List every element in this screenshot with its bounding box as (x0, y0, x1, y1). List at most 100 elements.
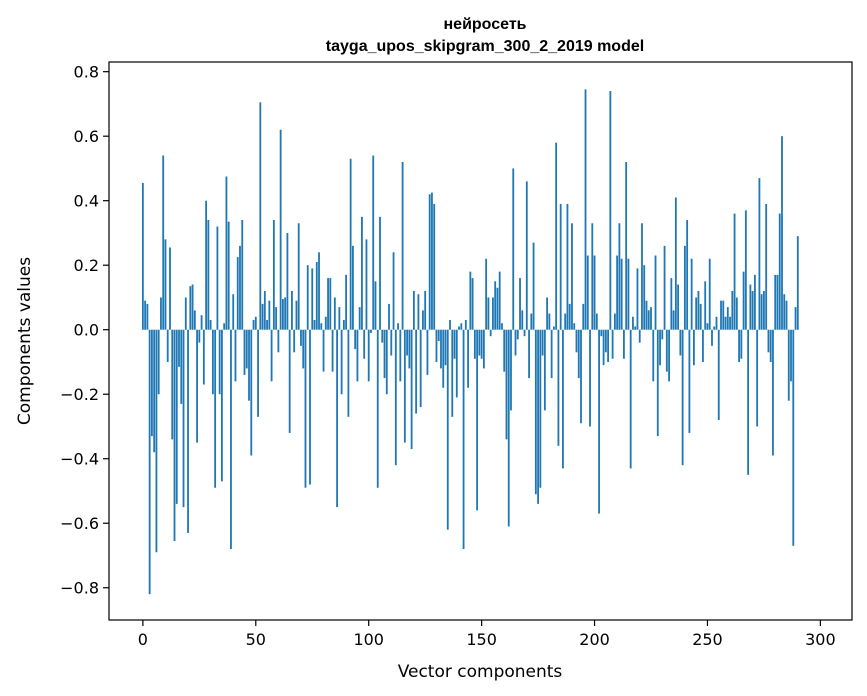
bar (381, 329, 384, 343)
bar (778, 213, 781, 330)
bar (616, 255, 619, 330)
bar (629, 329, 632, 469)
bar (263, 291, 266, 330)
bar (286, 232, 289, 330)
bar (634, 326, 637, 330)
bar (494, 281, 497, 330)
bar (419, 329, 422, 408)
bar (248, 329, 250, 401)
bar (668, 329, 670, 382)
bar (236, 257, 239, 330)
bar (311, 268, 314, 330)
bar (652, 329, 655, 382)
bar (715, 316, 718, 330)
bar (482, 329, 485, 369)
bar (679, 329, 682, 356)
bar (767, 329, 770, 353)
bar (275, 307, 278, 330)
bar (625, 161, 628, 330)
bar (473, 329, 476, 359)
bar (607, 329, 609, 362)
bar (331, 329, 334, 372)
bar (654, 255, 657, 330)
bar (390, 329, 393, 356)
bar (471, 278, 474, 330)
y-tick-label: −0.8 (60, 579, 99, 598)
bar (792, 329, 795, 546)
bar (291, 291, 293, 330)
bar (342, 320, 345, 330)
bar (611, 329, 614, 359)
bar (175, 329, 178, 504)
bar (171, 329, 174, 440)
bar (729, 316, 731, 330)
bar (478, 329, 481, 356)
bar (566, 203, 569, 330)
bar-series (141, 89, 799, 595)
bar (358, 307, 361, 330)
bar (166, 329, 169, 362)
bar (367, 329, 370, 382)
bar (160, 297, 162, 330)
x-axis-label: Vector components (398, 662, 563, 682)
bar (552, 326, 555, 330)
bar (453, 329, 456, 359)
bar (444, 329, 447, 366)
bar (403, 329, 406, 443)
bar (702, 329, 704, 362)
x-tick-label: 200 (579, 630, 610, 649)
y-axis: −0.8 −0.6 −0.4 −0.2 0.0 0.2 0.4 0.6 0.8 (60, 63, 109, 598)
bar (704, 281, 707, 330)
bar (322, 329, 325, 372)
bar (169, 247, 171, 330)
bar (519, 278, 521, 330)
bar (272, 220, 275, 330)
bar (433, 203, 436, 330)
bar (241, 220, 244, 330)
bar (239, 245, 241, 330)
bar (521, 310, 524, 330)
bar (428, 194, 431, 330)
bar (582, 303, 585, 330)
bar (688, 329, 691, 433)
bar (706, 323, 709, 330)
bar (232, 294, 235, 330)
bar (749, 284, 752, 330)
bar (268, 300, 271, 330)
bar (245, 329, 248, 369)
bar (410, 329, 413, 450)
bar (586, 255, 589, 330)
bar (288, 329, 291, 433)
bar (575, 329, 578, 353)
bar (376, 329, 379, 488)
bar (451, 329, 454, 417)
bar (349, 158, 352, 330)
bar (604, 329, 607, 353)
bar (785, 300, 788, 330)
bar (557, 329, 560, 446)
bar (252, 320, 255, 330)
y-tick-label: −0.4 (60, 450, 99, 469)
bar (670, 278, 673, 330)
bar (505, 329, 508, 440)
bar (259, 102, 262, 330)
bar (214, 329, 217, 488)
bar (568, 303, 571, 330)
bar (512, 168, 515, 330)
bar (747, 329, 750, 475)
bar (300, 329, 302, 346)
x-tick-label: 250 (692, 630, 723, 649)
bar (254, 316, 257, 330)
bar (399, 329, 402, 382)
bar (189, 286, 192, 330)
bar (503, 329, 506, 372)
bar (717, 329, 720, 421)
bar (363, 329, 366, 359)
y-tick-label: 0.2 (74, 256, 99, 275)
bar (205, 200, 208, 330)
bar (781, 136, 783, 330)
bar (467, 329, 469, 388)
bar (528, 329, 530, 379)
